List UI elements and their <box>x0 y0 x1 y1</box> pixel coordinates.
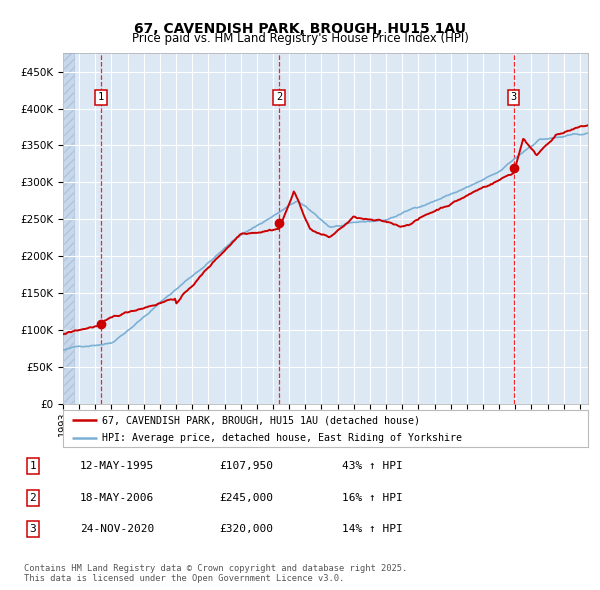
Text: 12-MAY-1995: 12-MAY-1995 <box>80 461 154 471</box>
Text: HPI: Average price, detached house, East Riding of Yorkshire: HPI: Average price, detached house, East… <box>103 433 463 443</box>
Text: 14% ↑ HPI: 14% ↑ HPI <box>341 525 403 535</box>
Text: £245,000: £245,000 <box>219 493 273 503</box>
Text: 3: 3 <box>511 93 517 103</box>
Text: 24-NOV-2020: 24-NOV-2020 <box>80 525 154 535</box>
Text: £320,000: £320,000 <box>219 525 273 535</box>
Text: 3: 3 <box>29 525 37 535</box>
Text: 1: 1 <box>29 461 37 471</box>
Text: 43% ↑ HPI: 43% ↑ HPI <box>341 461 403 471</box>
Bar <box>63 53 74 404</box>
Text: 2: 2 <box>276 93 282 103</box>
Text: 67, CAVENDISH PARK, BROUGH, HU15 1AU (detached house): 67, CAVENDISH PARK, BROUGH, HU15 1AU (de… <box>103 415 421 425</box>
Text: 1: 1 <box>98 93 104 103</box>
Text: 16% ↑ HPI: 16% ↑ HPI <box>341 493 403 503</box>
Text: 18-MAY-2006: 18-MAY-2006 <box>80 493 154 503</box>
Text: 67, CAVENDISH PARK, BROUGH, HU15 1AU: 67, CAVENDISH PARK, BROUGH, HU15 1AU <box>134 22 466 36</box>
Text: £107,950: £107,950 <box>219 461 273 471</box>
Text: 2: 2 <box>29 493 37 503</box>
Text: Contains HM Land Registry data © Crown copyright and database right 2025.
This d: Contains HM Land Registry data © Crown c… <box>24 563 407 583</box>
Text: Price paid vs. HM Land Registry's House Price Index (HPI): Price paid vs. HM Land Registry's House … <box>131 32 469 45</box>
